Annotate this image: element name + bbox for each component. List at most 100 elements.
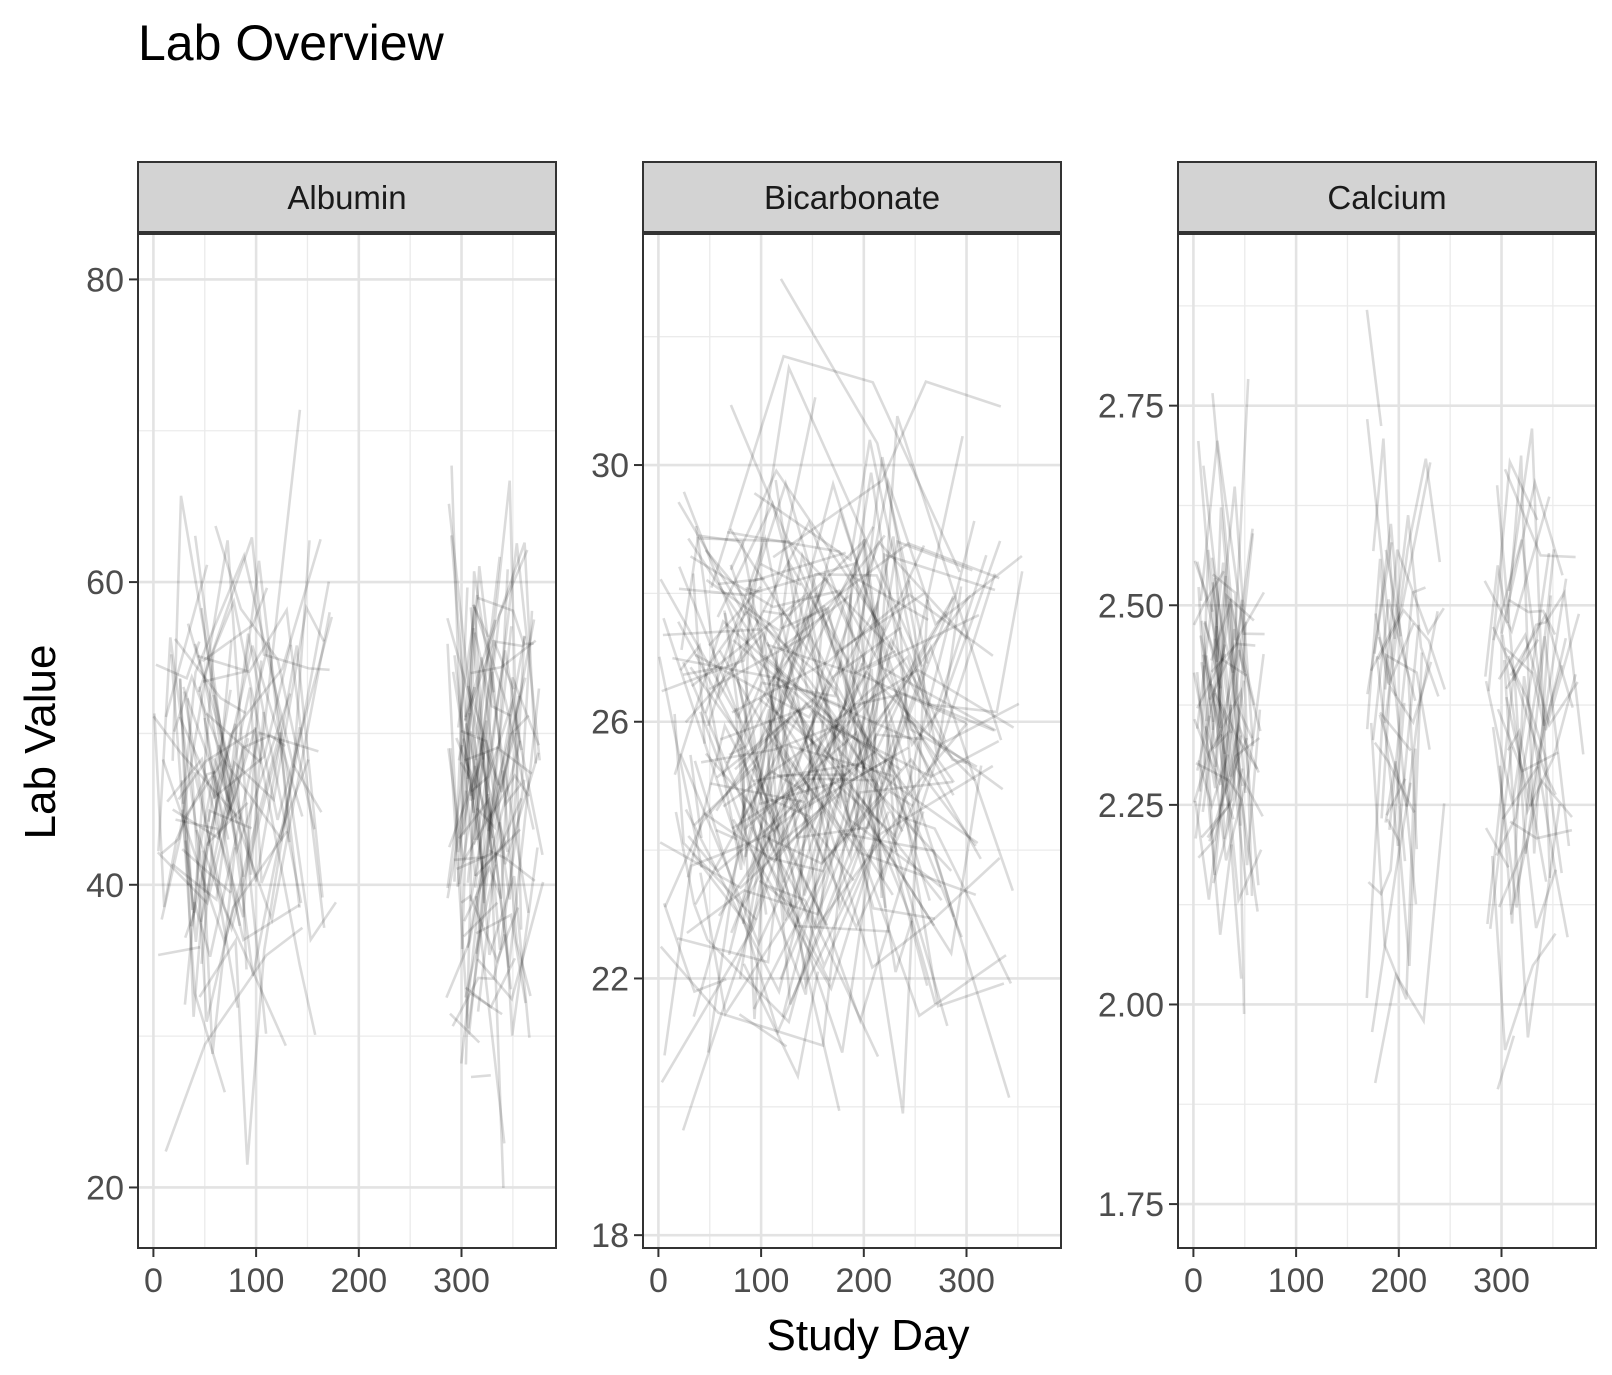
strip-bicarbonate xyxy=(642,161,1062,233)
series-line-bicarbonate xyxy=(678,566,864,844)
series-line-calcium xyxy=(1209,683,1259,770)
series-line-calcium xyxy=(1197,722,1260,859)
series-line-calcium xyxy=(1384,549,1419,850)
series-line-calcium xyxy=(1491,626,1563,874)
series-line-calcium xyxy=(1509,611,1574,708)
series-line-albumin xyxy=(477,596,534,646)
series-line-albumin xyxy=(462,626,513,884)
series-line-calcium xyxy=(1196,644,1227,771)
series-line-albumin xyxy=(460,571,530,950)
series-line-calcium xyxy=(1213,638,1243,979)
y-tick-label: 2.75 xyxy=(1098,388,1164,426)
series-line-albumin xyxy=(153,713,217,908)
series-line-calcium xyxy=(1198,549,1264,818)
series-line-calcium xyxy=(1365,558,1415,730)
series-line-bicarbonate xyxy=(763,654,929,987)
series-line-bicarbonate xyxy=(663,715,943,908)
series-line-bicarbonate xyxy=(762,789,914,866)
series-line-bicarbonate xyxy=(720,538,997,741)
series-line-albumin xyxy=(180,780,253,943)
series-line-calcium xyxy=(1366,542,1393,695)
series-line-bicarbonate xyxy=(691,573,706,744)
x-tick-label: 300 xyxy=(938,1262,995,1300)
series-line-albumin xyxy=(462,901,499,938)
series-line-calcium xyxy=(1365,309,1383,427)
series-line-calcium xyxy=(1367,702,1406,897)
series-line-albumin xyxy=(198,726,301,1165)
series-line-albumin xyxy=(205,409,302,765)
series-line-bicarbonate xyxy=(767,719,910,814)
series-line-albumin xyxy=(473,632,512,717)
series-line-calcium xyxy=(1487,457,1539,692)
series-line-albumin xyxy=(447,503,494,839)
series-line-bicarbonate xyxy=(760,562,802,587)
y-tick-label: 22 xyxy=(591,960,629,998)
series-line-albumin xyxy=(453,655,473,797)
series-line-bicarbonate xyxy=(662,550,884,867)
series-line-calcium xyxy=(1484,455,1553,854)
series-line-bicarbonate xyxy=(682,491,765,794)
series-line-calcium xyxy=(1496,1035,1516,1090)
series-line-albumin xyxy=(456,594,479,728)
series-line-calcium xyxy=(1197,754,1230,811)
series-line-bicarbonate xyxy=(692,559,968,1017)
series-line-albumin xyxy=(453,855,486,862)
series-line-albumin xyxy=(472,752,486,845)
series-line-albumin xyxy=(214,525,316,830)
series-line-bicarbonate xyxy=(662,628,761,637)
series-line-albumin xyxy=(193,643,232,768)
series-line-calcium xyxy=(1378,610,1439,807)
series-line-calcium xyxy=(1377,607,1447,690)
series-line-bicarbonate xyxy=(742,594,972,820)
series-line-bicarbonate xyxy=(716,499,842,757)
strip-label-calcium: Calcium xyxy=(1327,179,1446,216)
series-line-calcium xyxy=(1197,440,1255,782)
series-line-albumin xyxy=(475,896,506,1144)
series-line-bicarbonate xyxy=(765,714,1004,1005)
series-line-albumin xyxy=(451,933,506,1027)
series-line-albumin xyxy=(464,864,497,998)
y-tick-label: 20 xyxy=(86,1169,124,1207)
series-line-calcium xyxy=(1505,638,1540,690)
series-line-calcium xyxy=(1194,599,1254,900)
series-line-bicarbonate xyxy=(781,573,997,1018)
series-line-bicarbonate xyxy=(708,610,948,750)
series-line-albumin xyxy=(193,771,287,1047)
series-line-calcium xyxy=(1383,458,1442,724)
series-line-bicarbonate xyxy=(699,711,827,995)
series-line-albumin xyxy=(201,847,237,1055)
series-line-calcium xyxy=(1491,549,1556,908)
series-line-albumin xyxy=(451,640,524,800)
series-line-bicarbonate xyxy=(753,439,988,737)
series-line-bicarbonate xyxy=(767,643,897,675)
series-line-calcium xyxy=(1507,428,1552,879)
series-line-albumin xyxy=(473,543,541,888)
series-line-bicarbonate xyxy=(767,622,839,722)
series-line-albumin xyxy=(183,597,334,939)
x-tick-label: 0 xyxy=(144,1262,163,1300)
series-line-albumin xyxy=(212,612,331,925)
series-line-calcium xyxy=(1369,722,1417,1000)
series-line-albumin xyxy=(472,549,529,840)
y-tick-label: 40 xyxy=(86,867,124,905)
series-line-albumin xyxy=(181,848,232,894)
series-line-bicarbonate xyxy=(690,591,953,872)
series-line-albumin xyxy=(179,679,249,1017)
series-line-bicarbonate xyxy=(694,626,902,719)
series-line-bicarbonate xyxy=(731,593,994,714)
series-line-calcium xyxy=(1196,561,1248,677)
series-line-albumin xyxy=(469,607,526,950)
series-line-albumin xyxy=(212,775,230,840)
series-line-albumin xyxy=(475,745,533,954)
series-line-albumin xyxy=(459,761,485,870)
y-tick-label: 1.75 xyxy=(1098,1186,1164,1224)
series-line-calcium xyxy=(1193,733,1223,803)
panel-border xyxy=(642,233,1062,1249)
y-tick-label: 2.25 xyxy=(1098,787,1164,825)
series-line-calcium xyxy=(1498,675,1569,938)
series-line-bicarbonate xyxy=(691,743,931,933)
series-line-bicarbonate xyxy=(734,706,894,896)
series-line-bicarbonate xyxy=(718,650,922,811)
series-line-calcium xyxy=(1377,636,1398,697)
series-line-albumin xyxy=(212,723,248,970)
